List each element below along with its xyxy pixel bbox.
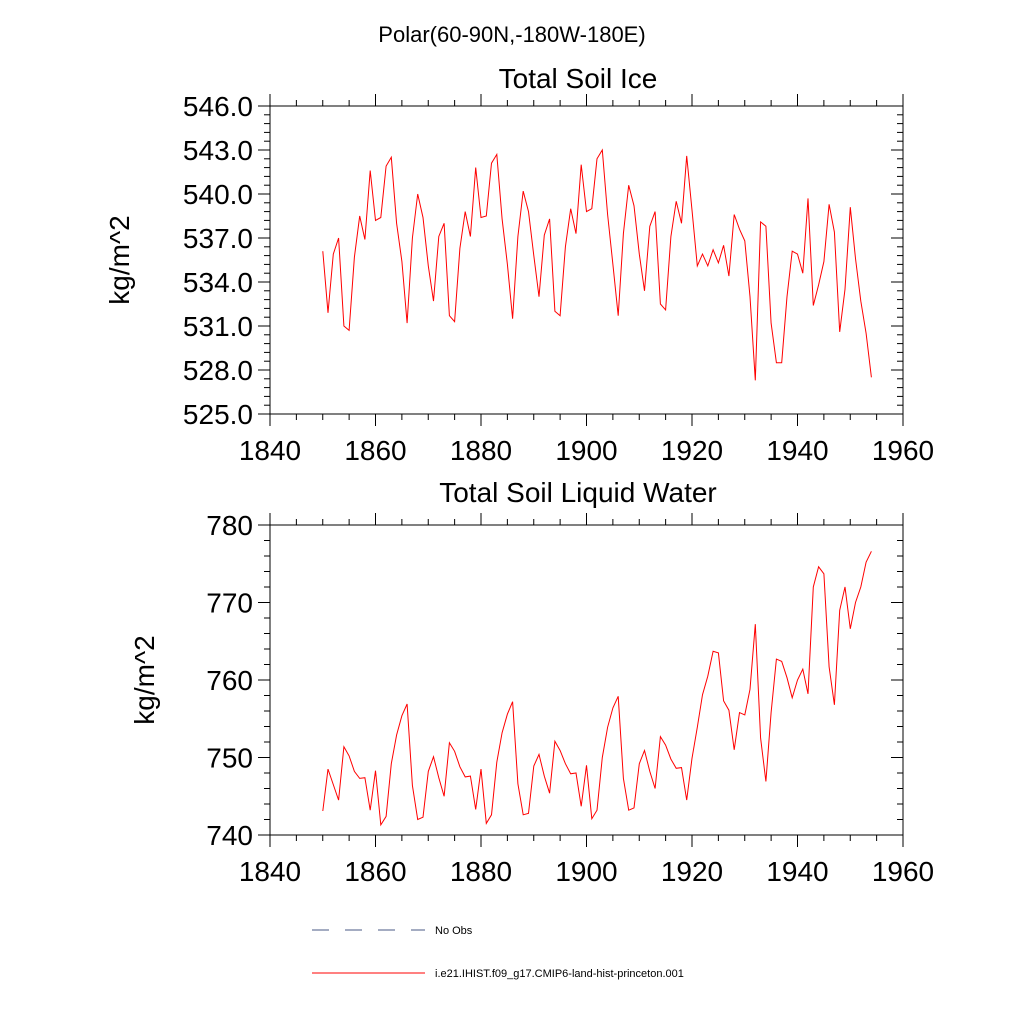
y-tick-label: 525.0 xyxy=(183,399,253,430)
x-tick-label: 1920 xyxy=(661,435,723,466)
x-tick-label: 1860 xyxy=(344,856,406,887)
x-tick-label: 1880 xyxy=(450,856,512,887)
y-axis-label: kg/m^2 xyxy=(104,215,135,304)
series-line xyxy=(322,551,872,827)
x-tick-label: 1880 xyxy=(450,435,512,466)
legend: No Obs i.e21.IHIST.f09_g17.CMIP6-land-hi… xyxy=(312,925,684,980)
y-tick-label: 760 xyxy=(206,665,253,696)
x-tick-label: 1840 xyxy=(239,435,301,466)
plot-frame xyxy=(269,105,904,415)
x-tick-label: 1940 xyxy=(766,856,828,887)
page-title: Polar(60-90N,-180W-180E) xyxy=(378,22,645,47)
panel-soil-liquid-water: Total Soil Liquid Water kg/m^2 1840 1860 1… xyxy=(129,477,934,887)
y-tick-label: 546.0 xyxy=(183,91,253,122)
x-tick-label: 1960 xyxy=(872,856,934,887)
panel-soil-ice: Total Soil Ice kg/m^2 1840 1860 1880 1900 19… xyxy=(104,63,934,466)
y-axis-label: kg/m^2 xyxy=(129,635,160,724)
x-tick-label: 1960 xyxy=(872,435,934,466)
y-tick-label: 740 xyxy=(206,820,253,851)
plot-frame xyxy=(269,524,904,836)
x-tick-label: 1840 xyxy=(239,856,301,887)
y-tick-label: 534.0 xyxy=(183,267,253,298)
series-line xyxy=(322,148,872,381)
y-tick-label: 531.0 xyxy=(183,311,253,342)
chart-title: Total Soil Ice xyxy=(499,63,658,94)
chart-title: Total Soil Liquid Water xyxy=(439,477,717,508)
x-tick-label: 1900 xyxy=(555,435,617,466)
y-tick-label: 750 xyxy=(206,743,253,774)
y-tick-label: 543.0 xyxy=(183,135,253,166)
y-tick-label: 537.0 xyxy=(183,223,253,254)
x-tick-label: 1860 xyxy=(344,435,406,466)
legend-label-model: i.e21.IHIST.f09_g17.CMIP6-land-hist-prin… xyxy=(435,968,684,980)
x-tick-label: 1920 xyxy=(661,856,723,887)
legend-label-no-obs: No Obs xyxy=(435,925,473,937)
y-tick-label: 528.0 xyxy=(183,355,253,386)
y-tick-label: 540.0 xyxy=(183,179,253,210)
y-tick-label: 770 xyxy=(206,588,253,619)
y-tick-label: 780 xyxy=(206,510,253,541)
x-tick-label: 1900 xyxy=(555,856,617,887)
x-tick-label: 1940 xyxy=(766,435,828,466)
